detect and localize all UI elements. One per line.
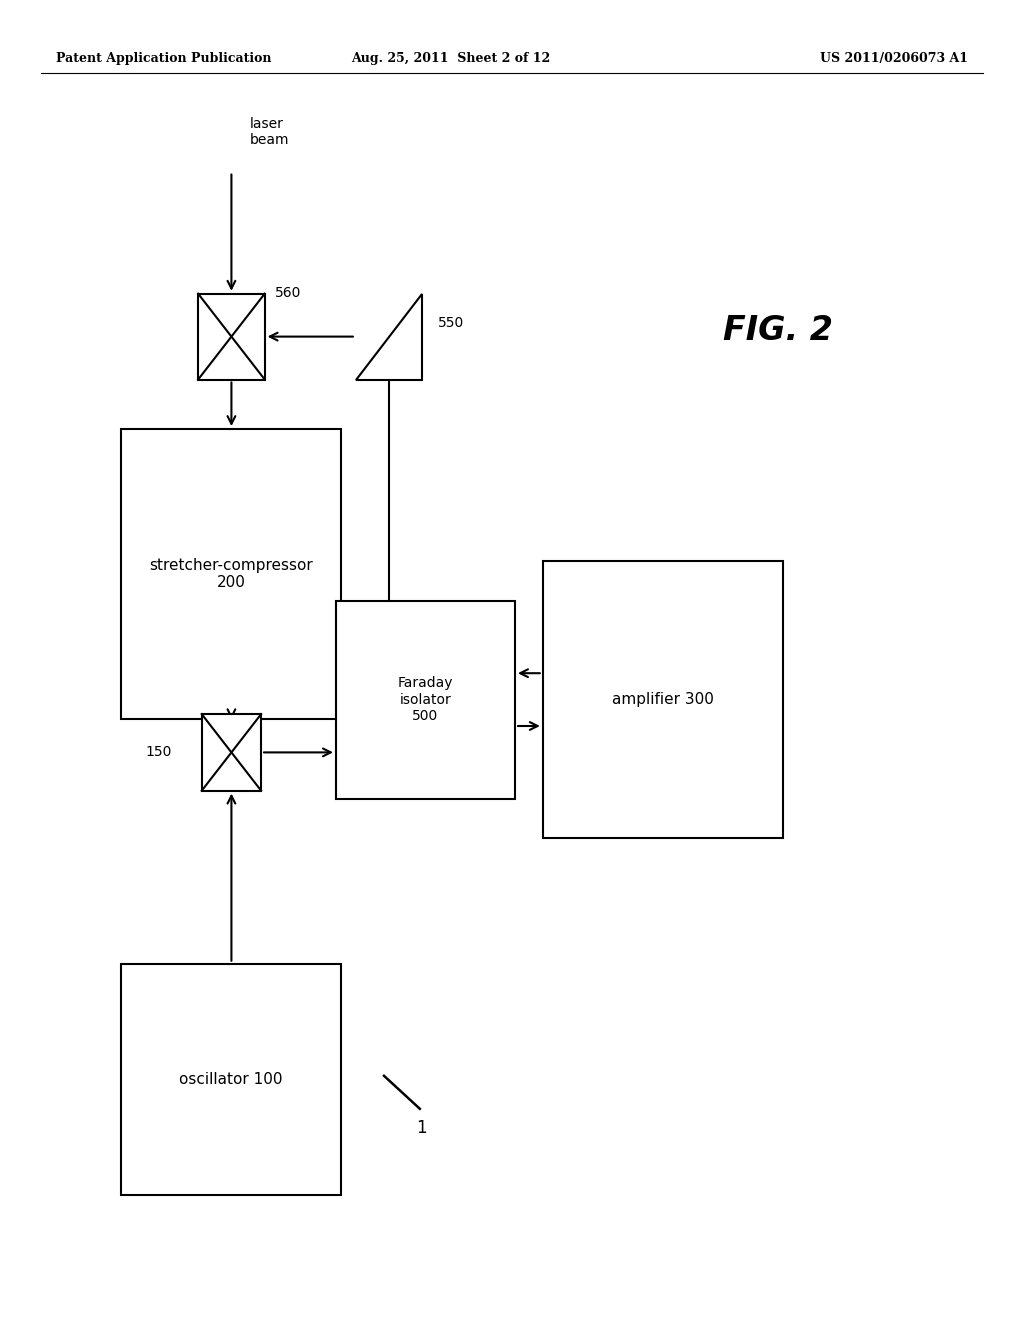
Text: US 2011/0206073 A1: US 2011/0206073 A1 [819,51,968,65]
Text: oscillator 100: oscillator 100 [179,1072,283,1086]
Text: 1: 1 [417,1119,427,1138]
Text: amplifier 300: amplifier 300 [612,692,714,708]
Text: 550: 550 [438,317,464,330]
Bar [336,601,515,799]
Text: Faraday
isolator
500: Faraday isolator 500 [397,676,454,723]
Text: stretcher-compressor
200: stretcher-compressor 200 [150,558,312,590]
Bar [121,429,341,719]
Text: 150: 150 [145,746,172,759]
Bar [121,964,341,1195]
Text: FIG. 2: FIG. 2 [723,314,834,346]
Bar [543,561,783,838]
Bar [199,293,264,380]
Bar [202,714,261,791]
Text: laser
beam: laser beam [250,117,290,147]
Polygon shape [356,294,422,380]
Text: 560: 560 [274,286,301,301]
Text: Aug. 25, 2011  Sheet 2 of 12: Aug. 25, 2011 Sheet 2 of 12 [351,51,550,65]
Text: Patent Application Publication: Patent Application Publication [56,51,271,65]
